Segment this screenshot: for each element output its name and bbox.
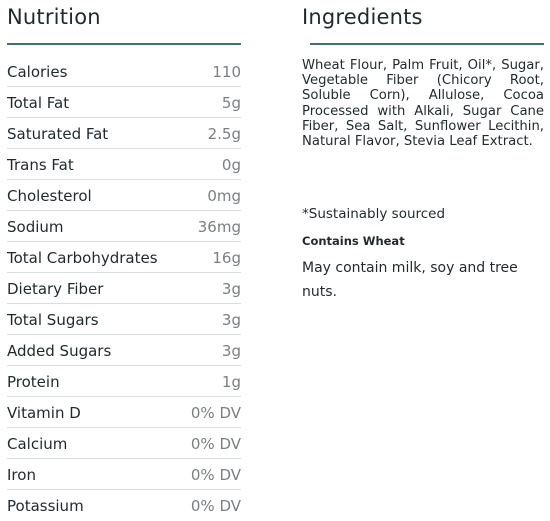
nutrition-row: Sodium 36mg [7, 211, 241, 242]
nutrition-row: Cholesterol 0mg [7, 180, 241, 211]
nutrient-value: 0% DV [190, 466, 241, 484]
allergen-contains: Contains Wheat [302, 234, 405, 248]
nutrition-row: Trans Fat 0g [7, 149, 241, 180]
allergen-may-contain: May contain milk, soy and tree nuts. [302, 260, 518, 300]
nutrient-label: Calcium [7, 435, 68, 453]
nutrition-facts-list: Calories 110 Total Fat 5g Saturated Fat 2.5… [7, 56, 241, 521]
nutrient-value: 5g [221, 94, 241, 112]
nutrition-heading-rule [7, 43, 241, 45]
nutrition-row: Total Sugars 3g [7, 304, 241, 335]
nutrition-row: Vitamin D 0% DV [7, 397, 241, 428]
nutrient-value: 110 [212, 63, 241, 81]
nutrient-value: 1g [221, 373, 241, 391]
nutrient-value: 0% DV [190, 404, 241, 422]
nutrient-value: 0mg [207, 187, 241, 205]
nutrient-label: Total Sugars [7, 311, 99, 329]
nutrition-row: Total Fat 5g [7, 87, 241, 118]
nutrient-value: 2.5g [207, 125, 241, 143]
nutrition-row: Calcium 0% DV [7, 428, 241, 459]
nutrient-label: Trans Fat [7, 156, 74, 174]
nutrition-heading: Nutrition [7, 5, 101, 29]
nutrient-label: Cholesterol [7, 187, 92, 205]
nutrient-value: 0% DV [190, 435, 241, 453]
ingredients-heading: Ingredients [302, 5, 423, 29]
nutrient-label: Total Fat [7, 94, 70, 112]
nutrient-value: 16g [212, 249, 241, 267]
nutrition-row: Saturated Fat 2.5g [7, 118, 241, 149]
nutrient-label: Potassium [7, 497, 84, 515]
nutrient-value: 0% DV [190, 497, 241, 515]
nutrient-value: 3g [221, 280, 241, 298]
nutrient-label: Protein [7, 373, 60, 391]
nutrition-row: Calories 110 [7, 56, 241, 87]
nutrient-value: 3g [221, 311, 241, 329]
nutrient-label: Sodium [7, 218, 64, 236]
nutrition-row: Total Carbohydrates 16g [7, 242, 241, 273]
nutrition-row: Protein 1g [7, 366, 241, 397]
nutrient-label: Dietary Fiber [7, 280, 104, 298]
nutrition-row: Potassium 0% DV [7, 490, 241, 521]
nutrition-row: Added Sugars 3g [7, 335, 241, 366]
nutrient-label: Added Sugars [7, 342, 112, 360]
sustainability-note: *Sustainably sourced [302, 206, 446, 222]
nutrition-row: Iron 0% DV [7, 459, 241, 490]
nutrient-value: 36mg [197, 218, 241, 236]
nutrient-value: 0g [221, 156, 241, 174]
nutrient-label: Calories [7, 63, 68, 81]
ingredients-list-text: Wheat Flour, Palm Fruit, Oil*, Sugar, Ve… [302, 58, 544, 150]
nutrient-value: 3g [221, 342, 241, 360]
nutrition-row: Dietary Fiber 3g [7, 273, 241, 304]
nutrient-label: Total Carbohydrates [7, 249, 158, 267]
ingredients-heading-rule [310, 43, 544, 45]
nutrient-label: Vitamin D [7, 404, 81, 422]
nutrient-label: Saturated Fat [7, 125, 109, 143]
nutrient-label: Iron [7, 466, 36, 484]
